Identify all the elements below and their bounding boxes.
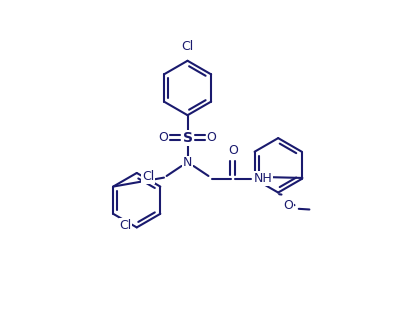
Text: O: O [283, 199, 293, 211]
Text: N: N [183, 156, 192, 169]
Text: NH: NH [253, 172, 272, 185]
Text: O: O [206, 131, 216, 144]
Text: Cl: Cl [181, 41, 194, 53]
Text: O: O [159, 131, 169, 144]
Text: O: O [228, 144, 238, 157]
Text: Cl: Cl [119, 219, 131, 232]
Text: S: S [183, 131, 193, 145]
Text: Cl: Cl [142, 170, 154, 183]
